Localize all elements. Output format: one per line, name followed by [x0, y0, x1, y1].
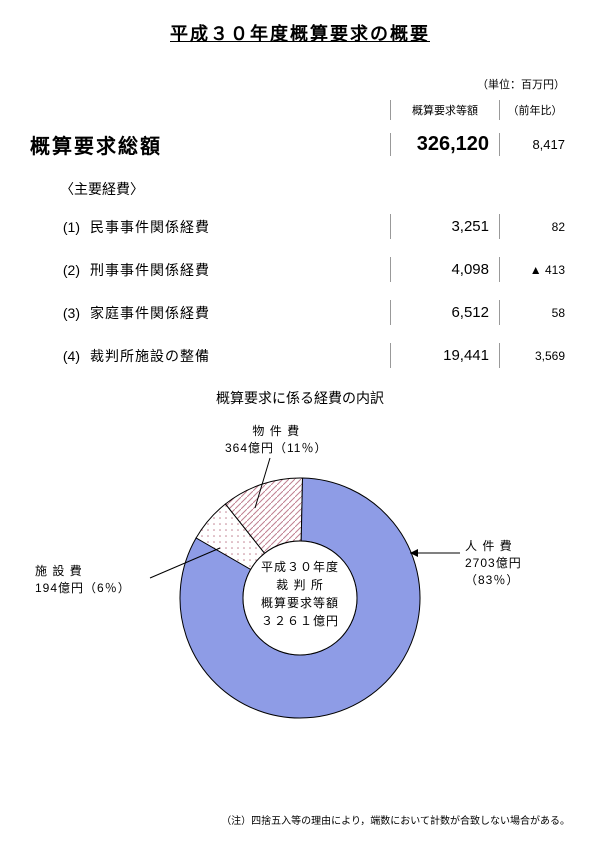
center-line1: 平成３０年度 — [240, 558, 360, 576]
subtitle: 〈主要経費〉 — [60, 179, 570, 199]
item-amount: 19,441 — [390, 343, 500, 368]
label-materials-l2: 364億円（11％） — [225, 440, 327, 457]
item-row: (3)家庭事件関係経費6,51258 — [30, 300, 570, 325]
item-text: 家庭事件関係経費 — [90, 303, 390, 323]
chart-center-text: 平成３０年度 裁 判 所 概算要求等額 ３２６１億円 — [240, 558, 360, 630]
header-amount: 概算要求等額 — [390, 100, 500, 120]
label-personnel-l1: 人 件 費 — [465, 538, 570, 555]
center-line2: 裁 判 所 — [240, 576, 360, 594]
label-materials: 物 件 費 364億円（11％） — [225, 423, 327, 457]
label-facilities-l2: 194億円（6％） — [35, 580, 131, 597]
total-diff: 8,417 — [500, 137, 570, 152]
item-diff: 58 — [500, 306, 570, 320]
total-row: 概算要求総額 326,120 8,417 — [30, 130, 570, 159]
item-num: (2) — [30, 262, 90, 278]
header-row: 概算要求等額 （前年比） — [30, 100, 570, 120]
item-row: (2)刑事事件関係経費4,098▲ 413 — [30, 257, 570, 282]
item-amount: 6,512 — [390, 300, 500, 325]
footnote: （注）四捨五入等の理由により，端数において計数が合致しない場合がある。 — [30, 812, 570, 827]
chart-area: 平成３０年度 裁 判 所 概算要求等額 ３２６１億円 人 件 費 2703億円（… — [30, 418, 570, 748]
item-row: (1)民事事件関係経費3,25182 — [30, 214, 570, 239]
center-line4: ３２６１億円 — [240, 612, 360, 630]
item-diff: 3,569 — [500, 349, 570, 363]
total-amount: 326,120 — [390, 133, 500, 156]
unit-label: （単位：百万円） — [30, 76, 570, 92]
item-num: (4) — [30, 348, 90, 364]
item-diff: 82 — [500, 220, 570, 234]
item-text: 民事事件関係経費 — [90, 217, 390, 237]
chart-title: 概算要求に係る経費の内訳 — [30, 388, 570, 408]
item-row: (4)裁判所施設の整備19,4413,569 — [30, 343, 570, 368]
items-container: (1)民事事件関係経費3,25182(2)刑事事件関係経費4,098▲ 413(… — [30, 214, 570, 368]
label-materials-l1: 物 件 費 — [225, 423, 327, 440]
item-diff: ▲ 413 — [500, 263, 570, 277]
label-personnel-l2: 2703億円（83％） — [465, 555, 570, 589]
center-line3: 概算要求等額 — [240, 594, 360, 612]
item-num: (3) — [30, 305, 90, 321]
item-text: 刑事事件関係経費 — [90, 260, 390, 280]
header-diff: （前年比） — [500, 100, 570, 120]
item-amount: 4,098 — [390, 257, 500, 282]
total-label: 概算要求総額 — [30, 130, 390, 159]
label-facilities: 施 設 費 194億円（6％） — [35, 563, 131, 597]
page-title: 平成３０年度概算要求の概要 — [30, 20, 570, 46]
label-personnel: 人 件 費 2703億円（83％） — [465, 538, 570, 588]
item-text: 裁判所施設の整備 — [90, 346, 390, 366]
item-amount: 3,251 — [390, 214, 500, 239]
label-facilities-l1: 施 設 費 — [35, 563, 131, 580]
item-num: (1) — [30, 219, 90, 235]
